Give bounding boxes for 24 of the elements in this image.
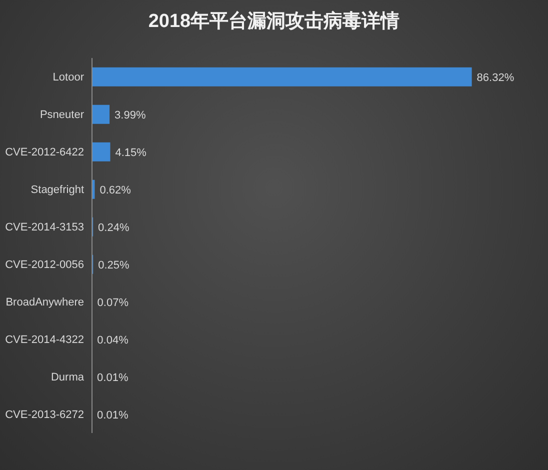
- chart-title: 2018年平台漏洞攻击病毒详情: [147, 10, 401, 34]
- y-tick-label: Psneuter: [40, 109, 84, 122]
- data-label: 0.62%: [100, 184, 132, 196]
- bar: [92, 104, 110, 124]
- data-label: 0.01%: [97, 372, 128, 384]
- data-label: 4.15%: [115, 146, 147, 159]
- y-tick-label: CVE-2014-4322: [5, 334, 84, 346]
- data-label: 86.32%: [476, 72, 514, 84]
- data-label: 0.07%: [97, 296, 129, 309]
- data-label: 0.04%: [97, 334, 129, 346]
- y-tick-label: BroadAnywhere: [6, 296, 84, 309]
- data-label: 0.25%: [98, 259, 130, 272]
- y-tick-label: Stagefright: [30, 184, 84, 196]
- y-tick-label: Lotoor: [52, 72, 84, 84]
- y-tick-label: Durma: [50, 372, 85, 384]
- y-tick-label: CVE-2014-3153: [5, 222, 84, 234]
- y-tick-label: CVE-2013-6272: [5, 409, 84, 422]
- data-label: 0.01%: [97, 409, 128, 422]
- data-label: 3.99%: [114, 109, 146, 122]
- data-label: 0.24%: [98, 222, 130, 234]
- y-tick-label: CVE-2012-0056: [5, 259, 84, 272]
- bar: [92, 67, 472, 86]
- y-tick-label: CVE-2012-6422: [5, 146, 84, 159]
- bar: [92, 142, 110, 162]
